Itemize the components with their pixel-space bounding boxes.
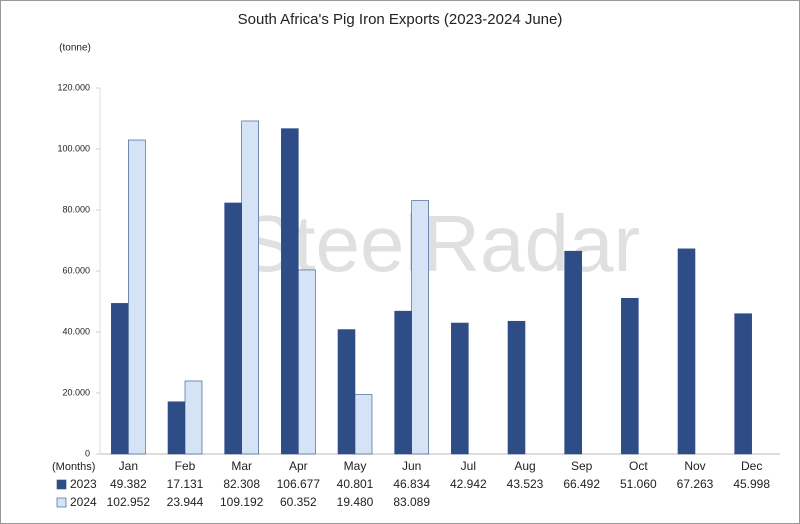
x-tick-label: Jul (461, 459, 476, 473)
legend-swatch (56, 497, 67, 508)
y-tick-label: 80.000 (62, 204, 90, 214)
bar (564, 250, 582, 455)
x-tick-label: Jan (119, 459, 138, 473)
x-tick-label: May (344, 459, 367, 473)
x-tick-label: Mar (231, 459, 252, 473)
bar (167, 401, 186, 455)
legend-label: 2024 (70, 495, 97, 509)
y-tick-label: 100.000 (57, 143, 90, 153)
x-tick-label: Feb (175, 459, 196, 473)
bar (621, 297, 639, 455)
table-value: 67.263 (677, 477, 714, 491)
table-value: 46.834 (393, 477, 430, 491)
bar (184, 380, 203, 455)
bar (281, 128, 299, 455)
bar (224, 202, 242, 455)
x-tick-label: Jun (402, 459, 421, 473)
chart-title: South Africa's Pig Iron Exports (2023-20… (238, 11, 563, 28)
legend-label: 2023 (70, 477, 97, 491)
bar (677, 248, 696, 455)
table-value: 106.677 (277, 477, 321, 491)
y-tick-label: 40.000 (62, 326, 90, 336)
bar (507, 320, 526, 455)
x-tick-label: Nov (684, 459, 705, 473)
table-value: 102.952 (107, 495, 151, 509)
table-value: 45.998 (733, 477, 770, 491)
x-tick-label: Sep (571, 459, 593, 473)
table-value: 49.382 (110, 477, 147, 491)
bar (111, 303, 129, 455)
bar (241, 120, 259, 455)
y-tick-label: 0 (85, 448, 90, 458)
y-axis-label: (tonne) (59, 43, 91, 54)
x-tick-label: Apr (289, 459, 308, 473)
table-value: 43.523 (507, 477, 544, 491)
table-value: 83.089 (393, 495, 430, 509)
y-tick-label: 60.000 (62, 265, 90, 275)
table-value: 42.942 (450, 477, 487, 491)
bar (128, 139, 146, 455)
table-value: 82.308 (223, 477, 260, 491)
y-tick-label: 20.000 (62, 387, 90, 397)
table-value: 60.352 (280, 495, 317, 509)
table-value: 40.801 (337, 477, 374, 491)
table-value: 17.131 (167, 477, 204, 491)
table-value: 23.944 (167, 495, 204, 509)
x-tick-label: Oct (629, 459, 648, 473)
x-tick-label: Aug (514, 459, 535, 473)
bar (394, 310, 412, 455)
bar (354, 394, 373, 455)
legend-swatch (56, 479, 67, 490)
table-value: 19.480 (337, 495, 374, 509)
table-value: 51.060 (620, 477, 657, 491)
table-row-label: (Months) (52, 461, 95, 473)
bar (411, 200, 429, 455)
bar (337, 329, 356, 455)
table-value: 66.492 (563, 477, 600, 491)
bar (451, 322, 469, 455)
y-tick-label: 120.000 (57, 82, 90, 92)
table-value: 109.192 (220, 495, 264, 509)
x-tick-label: Dec (741, 459, 762, 473)
bar (298, 269, 316, 455)
bar (734, 313, 752, 455)
